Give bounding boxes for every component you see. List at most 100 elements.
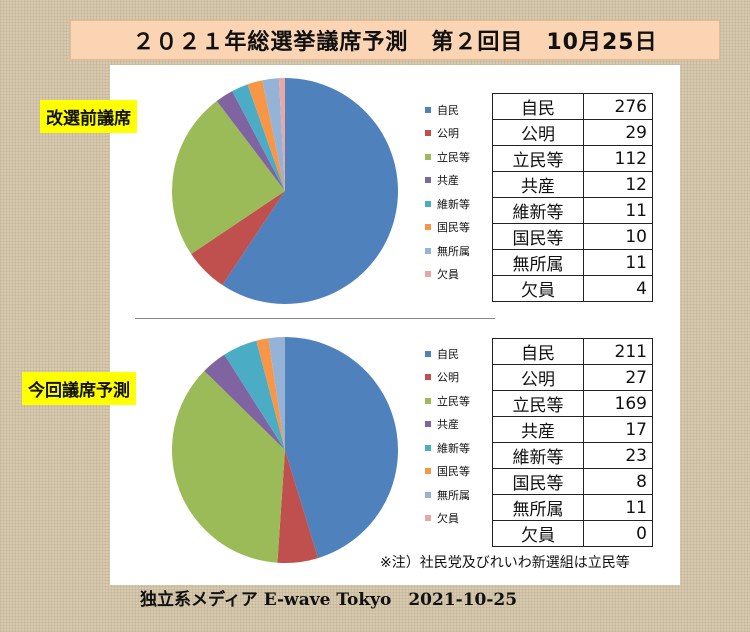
pie-slice-1-1 — [277, 450, 319, 563]
legend-swatch — [425, 130, 431, 137]
legend-swatch — [425, 177, 431, 184]
pie-slice-1-5 — [256, 338, 285, 450]
legend-swatch — [425, 374, 431, 381]
seat-count-cell: 12 — [583, 171, 653, 198]
seat-count-cell: 10 — [583, 223, 653, 250]
table-row: 立民等 112 — [492, 145, 653, 172]
table-row: 欠員 4 — [492, 275, 653, 302]
legend-swatch — [425, 224, 431, 231]
seat-count-cell: 112 — [583, 145, 653, 172]
seat-count-cell: 27 — [583, 364, 653, 391]
legend-label: 欠員 — [437, 512, 459, 526]
legend-item: 欠員 — [425, 507, 470, 531]
party-name-cell: 立民等 — [492, 145, 584, 172]
party-name-cell: 国民等 — [492, 223, 584, 250]
legend-swatch — [425, 271, 431, 278]
party-name-cell: 共産 — [492, 416, 584, 443]
seat-table-forecast: 自民 211 公明 27 立民等 169 共産 17 維新等 23 国民等 8 無所属 11 欠員 0 — [492, 338, 653, 547]
legend-label: 公明 — [437, 127, 459, 141]
page-title: ２０２１年総選挙議席予測 第２回目 10月25日 — [70, 20, 720, 60]
party-name-cell: 無所属 — [492, 494, 584, 521]
table-row: 維新等 11 — [492, 197, 653, 224]
legend-swatch — [425, 468, 431, 475]
legend-swatch — [425, 397, 431, 404]
party-name-cell: 自民 — [492, 338, 584, 365]
table-row: 立民等 169 — [492, 390, 653, 417]
pie-chart-forecast — [172, 337, 398, 563]
seat-count-cell: 11 — [583, 197, 653, 224]
pie-slice-0-3 — [216, 91, 285, 191]
section-label-before: 改選前議席 — [40, 100, 137, 133]
legend-item: 立民等 — [425, 389, 470, 413]
party-name-cell: 欠員 — [492, 520, 584, 547]
seat-count-cell: 211 — [583, 338, 653, 365]
table-row: 無所属 11 — [492, 249, 653, 276]
table-row: 共産 17 — [492, 416, 653, 443]
section-label-forecast: 今回議席予測 — [22, 372, 136, 405]
party-name-cell: 自民 — [492, 93, 584, 120]
table-row: 無所属 11 — [492, 494, 653, 521]
legend-item: 維新等 — [425, 192, 470, 216]
legend-item: 共産 — [425, 413, 470, 437]
legend-swatch — [425, 444, 431, 451]
pie-slice-0-0 — [222, 78, 399, 305]
legend-label: 共産 — [437, 174, 459, 188]
legend-label: 無所属 — [437, 488, 470, 502]
legend-item: 国民等 — [425, 216, 470, 240]
seat-count-cell: 8 — [583, 468, 653, 495]
table-row: 自民 211 — [492, 338, 653, 365]
party-name-cell: 無所属 — [492, 249, 584, 276]
pie-slice-1-2 — [172, 370, 285, 563]
legend-label: 維新等 — [437, 441, 470, 455]
table-row: 維新等 23 — [492, 442, 653, 469]
seat-count-cell: 276 — [583, 93, 653, 120]
legend-item: 自民 — [425, 342, 470, 366]
seat-count-cell: 11 — [583, 249, 653, 276]
pie-slice-0-5 — [247, 80, 285, 191]
seat-count-cell: 29 — [583, 119, 653, 146]
legend-item: 共産 — [425, 169, 470, 193]
legend-item: 無所属 — [425, 483, 470, 507]
legend-swatch — [425, 106, 431, 113]
table-row: 共産 12 — [492, 171, 653, 198]
legend-swatch — [425, 515, 431, 522]
legend-item: 維新等 — [425, 436, 470, 460]
legend-swatch — [425, 421, 431, 428]
legend-label: 自民 — [437, 347, 459, 361]
table-row: 公明 29 — [492, 119, 653, 146]
pie-slice-1-0 — [285, 337, 398, 559]
legend-item: 国民等 — [425, 460, 470, 484]
pie-slice-1-6 — [268, 337, 285, 450]
pie-slice-0-6 — [262, 78, 285, 191]
pie-slice-0-7 — [278, 78, 285, 191]
seat-count-cell: 23 — [583, 442, 653, 469]
seat-count-cell: 169 — [583, 390, 653, 417]
pie-slice-1-3 — [204, 354, 285, 450]
party-name-cell: 公明 — [492, 119, 584, 146]
footnote: ※注）社民党及びれいわ新選組は立民等 — [380, 555, 630, 571]
legend-swatch — [425, 153, 431, 160]
legend-before: 自民 公明 立民等 共産 維新等 国民等 無所属 欠員 — [425, 98, 470, 286]
legend-label: 立民等 — [437, 150, 470, 164]
legend-label: 自民 — [437, 103, 459, 117]
party-name-cell: 欠員 — [492, 275, 584, 302]
legend-swatch — [425, 247, 431, 254]
table-row: 自民 276 — [492, 93, 653, 120]
legend-label: 欠員 — [437, 268, 459, 282]
party-name-cell: 公明 — [492, 364, 584, 391]
party-name-cell: 維新等 — [492, 197, 584, 224]
seat-count-cell: 4 — [583, 275, 653, 302]
legend-item: 欠員 — [425, 263, 470, 287]
legend-swatch — [425, 491, 431, 498]
legend-item: 公明 — [425, 122, 470, 146]
table-row: 欠員 0 — [492, 520, 653, 547]
legend-label: 共産 — [437, 418, 459, 432]
legend-label: 公明 — [437, 371, 459, 385]
seat-count-cell: 0 — [583, 520, 653, 547]
seat-table-before: 自民 276 公明 29 立民等 112 共産 12 維新等 11 国民等 10 無所属 11 欠員 4 — [492, 93, 653, 302]
party-name-cell: 国民等 — [492, 468, 584, 495]
legend-item: 立民等 — [425, 145, 470, 169]
legend-swatch — [425, 350, 431, 357]
legend-item: 自民 — [425, 98, 470, 122]
table-row: 公明 27 — [492, 364, 653, 391]
